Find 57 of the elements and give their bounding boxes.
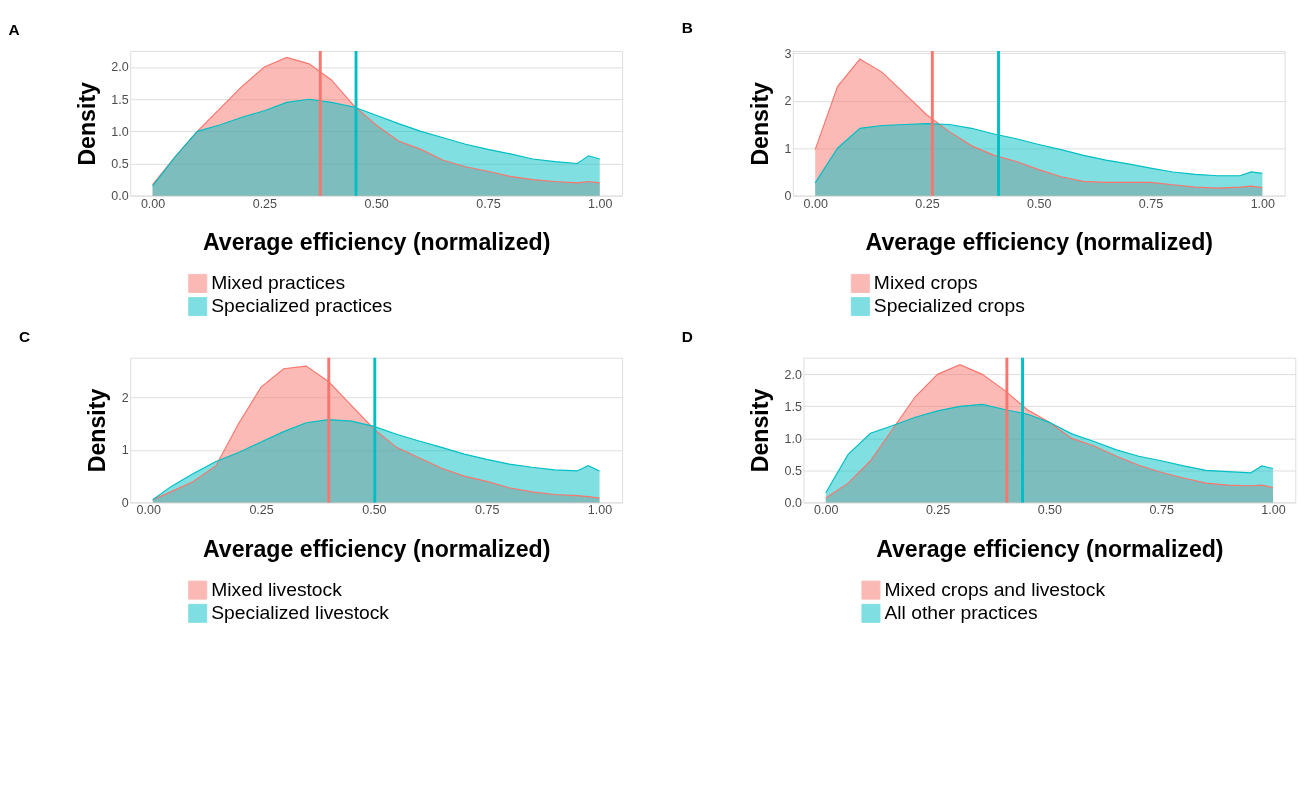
x-tick-label: 1.00: [588, 196, 613, 211]
x-axis-title: Average efficiency (normalized): [202, 229, 551, 256]
y-tick-label: 1: [121, 443, 129, 458]
y-tick-label: 0.5: [784, 463, 803, 478]
chart-title: C: [19, 327, 31, 345]
y-tick-label: 0.0: [111, 189, 129, 204]
legend-label: All other practices: [884, 602, 1038, 624]
y-axis-title: Density: [73, 81, 100, 166]
x-tick-label: 1.00: [1261, 503, 1286, 518]
x-tick-label: 0.00: [814, 503, 839, 518]
x-tick-label: 0.25: [252, 196, 278, 211]
x-tick-label: 0.25: [249, 503, 274, 518]
x-axis-title: Average efficiency (normalized): [865, 229, 1213, 256]
x-tick-label: 0.50: [1037, 503, 1063, 518]
y-tick-label: 2: [121, 390, 129, 405]
x-tick-label: 0.75: [475, 503, 500, 518]
y-tick-label: 2.0: [784, 367, 803, 382]
legend-label: Specialized practices: [211, 295, 393, 317]
y-tick-label: 1.5: [784, 399, 803, 414]
x-axis-title: Average efficiency (normalized): [202, 535, 551, 562]
y-tick-label: 0: [784, 189, 792, 204]
chart-title: B: [681, 19, 693, 37]
legend-label: Mixed crops: [873, 272, 978, 294]
x-tick-label: 0.50: [1027, 196, 1052, 211]
x-tick-label: 0.75: [1149, 503, 1174, 518]
x-tick-label: 1.00: [1250, 196, 1276, 211]
y-tick-label: 0: [121, 495, 129, 510]
y-tick-label: 1.0: [784, 431, 803, 446]
y-tick-label: 1.0: [111, 124, 129, 139]
y-tick-label: 0.5: [111, 156, 129, 171]
y-tick-label: 1: [784, 141, 792, 156]
legend-label: Mixed crops and livestock: [884, 578, 1106, 600]
x-tick-label: 0.00: [140, 196, 166, 211]
x-tick-label: 0.00: [803, 196, 828, 211]
y-tick-label: 1.5: [111, 92, 129, 107]
legend-label: Mixed practices: [211, 272, 346, 294]
x-axis-title: Average efficiency (normalized): [876, 535, 1224, 562]
y-tick-label: 2.0: [111, 60, 129, 75]
legend-label: Specialized crops: [873, 295, 1025, 317]
legend-label: Specialized livestock: [211, 602, 390, 624]
y-axis-title: Density: [84, 388, 111, 473]
y-tick-label: 3: [784, 46, 792, 61]
chart-title: A: [8, 21, 20, 39]
legend-label: Mixed livestock: [211, 578, 343, 600]
y-axis-title: Density: [747, 81, 773, 166]
y-tick-label: 0.0: [784, 495, 803, 510]
x-tick-label: 0.00: [136, 503, 161, 518]
x-tick-label: 0.25: [915, 196, 940, 211]
x-tick-label: 0.75: [1138, 196, 1164, 211]
y-axis-title: Density: [747, 388, 774, 473]
x-tick-label: 0.25: [925, 503, 951, 518]
x-tick-label: 0.50: [362, 503, 387, 518]
chart-title: D: [681, 327, 693, 345]
x-tick-label: 0.75: [476, 196, 501, 211]
x-tick-label: 0.50: [364, 196, 389, 211]
y-tick-label: 2: [784, 94, 792, 109]
x-tick-label: 1.00: [587, 503, 613, 518]
